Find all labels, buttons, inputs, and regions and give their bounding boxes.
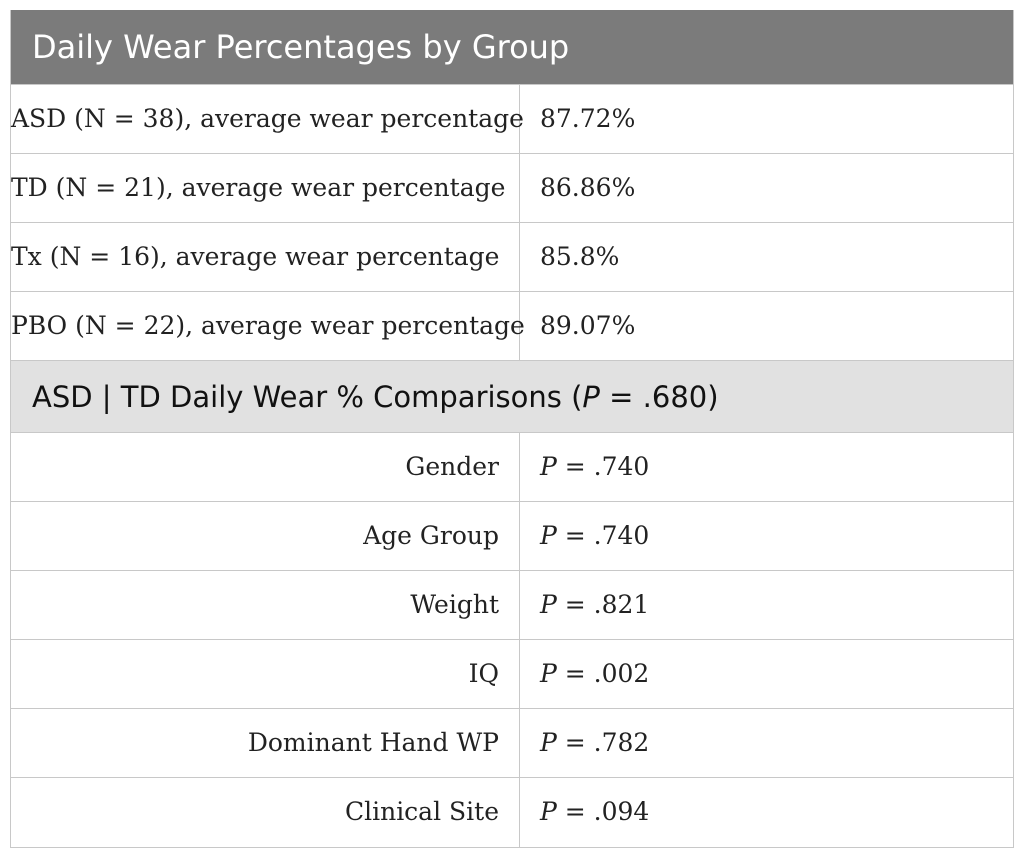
table-row: Age Group P = .740	[11, 502, 1013, 571]
row-value: P = .740	[520, 502, 1013, 570]
row-label: TD (N = 21), average wear percentage	[11, 154, 520, 222]
row-value: P = .094	[520, 778, 1013, 847]
row-label: Dominant Hand WP	[11, 709, 520, 777]
row-label: Tx (N = 16), average wear percentage	[11, 223, 520, 291]
table-row: Weight P = .821	[11, 571, 1013, 640]
p-letter: P	[540, 728, 557, 757]
section-suffix: = .680)	[599, 380, 719, 414]
p-value: = .740	[556, 521, 650, 550]
table-row: IQ P = .002	[11, 640, 1013, 709]
p-letter: P	[540, 590, 557, 619]
table-row: ASD (N = 38), average wear percentage 87…	[11, 85, 1013, 154]
table-row: Tx (N = 16), average wear percentage 85.…	[11, 223, 1013, 292]
row-value: 89.07%	[540, 311, 636, 340]
row-label: Age Group	[11, 502, 520, 570]
p-value: = .002	[556, 659, 650, 688]
table-row: PBO (N = 22), average wear percentage 89…	[11, 292, 1013, 361]
p-letter: P	[540, 659, 557, 688]
wear-table: Daily Wear Percentages by Group ASD (N =…	[10, 10, 1014, 848]
table-title: Daily Wear Percentages by Group	[11, 10, 1013, 85]
row-label: Gender	[11, 433, 520, 501]
row-label: Clinical Site	[11, 778, 520, 847]
table-row: Clinical Site P = .094	[11, 778, 1013, 847]
row-label: ASD (N = 38), average wear percentage	[11, 85, 524, 153]
row-value: P = .740	[520, 433, 1013, 501]
row-value: 85.8%	[540, 242, 620, 271]
row-label: Weight	[11, 571, 520, 639]
row-label: IQ	[11, 640, 520, 708]
row-value: 87.72%	[540, 104, 636, 133]
section-p-letter: P	[582, 380, 600, 414]
row-value: P = .002	[520, 640, 1013, 708]
p-value: = .782	[556, 728, 650, 757]
section-header: ASD | TD Daily Wear % Comparisons (P = .…	[11, 361, 1013, 433]
row-value: 86.86%	[540, 173, 636, 202]
p-letter: P	[540, 521, 557, 550]
row-value: P = .821	[520, 571, 1013, 639]
table-row: TD (N = 21), average wear percentage 86.…	[11, 154, 1013, 223]
p-value: = .740	[556, 452, 650, 481]
table-row: Gender P = .740	[11, 433, 1013, 502]
section-prefix: ASD | TD Daily Wear % Comparisons (	[32, 380, 583, 414]
row-label: PBO (N = 22), average wear percentage	[11, 292, 525, 360]
p-letter: P	[540, 797, 557, 826]
p-value: = .094	[556, 797, 650, 826]
row-value: P = .782	[520, 709, 1013, 777]
p-value: = .821	[556, 590, 650, 619]
p-letter: P	[540, 452, 557, 481]
table-row: Dominant Hand WP P = .782	[11, 709, 1013, 778]
